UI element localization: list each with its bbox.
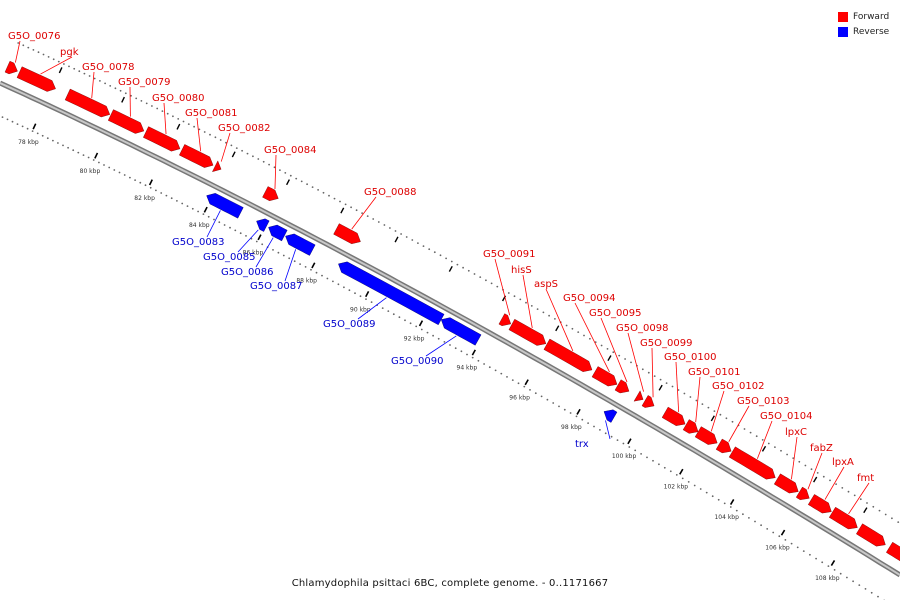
gene-arrow-hiss <box>508 318 547 346</box>
tick-label-84-kbp: 84 kbp <box>189 222 210 229</box>
gene-arrow-g5o-0081 <box>179 144 214 168</box>
gene-label-g5o-0104: G5O_0104 <box>760 411 812 422</box>
gene-label-g5o-0102: G5O_0102 <box>712 381 764 392</box>
gene-arrow-g5o-0078 <box>64 88 111 118</box>
gene-arrow-g5o-0087 <box>285 233 316 256</box>
gene-arrow-g5o-0082 <box>212 160 222 173</box>
gene-label-g5o-0103: G5O_0103 <box>737 396 789 407</box>
gene-label-g5o-0085: G5O_0085 <box>203 252 255 263</box>
gene-label-g5o-0091: G5O_0091 <box>483 249 535 260</box>
gene-arrow-trailing-1 <box>856 523 886 547</box>
tick-label-88-kbp: 88 kbp <box>296 278 317 285</box>
genome-backbone <box>0 80 900 578</box>
reverse-swatch <box>838 26 848 37</box>
gene-label-fmt: fmt <box>857 473 874 484</box>
gene-label-g5o-0076: G5O_0076 <box>8 31 60 42</box>
gene-arrow-g5o-0104 <box>728 446 776 480</box>
tick-label-100-kbp: 100 kbp <box>612 453 637 460</box>
tick-label-108-kbp: 108 kbp <box>815 575 840 582</box>
gene-label-g5o-0084: G5O_0084 <box>264 145 316 156</box>
tick-label-102-kbp: 102 kbp <box>664 484 689 491</box>
gene-arrow-g5o-0094 <box>591 366 618 387</box>
tick-label-90-kbp: 90 kbp <box>350 306 371 313</box>
gene-label-lpxa: lpxA <box>832 457 854 468</box>
gene-label-pgk: pgk <box>60 47 79 58</box>
gene-arrow-lpxc <box>773 473 799 494</box>
gene-label-g5o-0089: G5O_0089 <box>323 319 375 330</box>
gene-arrow-g5o-0101 <box>682 419 699 434</box>
gene-arrow-g5o-0085 <box>256 218 270 232</box>
gene-arrow-g5o-0103 <box>715 438 732 454</box>
map-caption: Chlamydophila psittaci 6BC, complete gen… <box>291 578 609 589</box>
legend-forward: Forward <box>838 9 889 24</box>
gene-arrow-g5o-0080 <box>143 126 181 152</box>
gene-arrow-asps <box>543 338 593 372</box>
gene-label-g5o-0090: G5O_0090 <box>391 356 443 367</box>
gene-label-fabz: fabZ <box>810 443 833 454</box>
gene-arrow-g5o-0084 <box>262 186 279 202</box>
gene-label-g5o-0095: G5O_0095 <box>589 308 641 319</box>
gene-label-g5o-0099: G5O_0099 <box>640 338 692 349</box>
gene-label-g5o-0083: G5O_0083 <box>172 237 224 248</box>
legend: Forward Reverse <box>838 9 889 39</box>
gene-arrow-g5o-0086 <box>268 224 288 242</box>
gene-arrow-trx <box>603 409 618 423</box>
tick-label-82-kbp: 82 kbp <box>134 195 155 202</box>
gene-arrow-g5o-0099 <box>641 395 655 408</box>
gene-arrow-g5o-0079 <box>107 109 145 134</box>
tick-label-106-kbp: 106 kbp <box>765 544 790 551</box>
tick-label-92-kbp: 92 kbp <box>404 335 425 342</box>
gene-arrow-pgk <box>16 66 56 92</box>
gene-label-g5o-0100: G5O_0100 <box>664 352 716 363</box>
gene-arrow-g5o-0076 <box>4 60 18 75</box>
outer-dotted-guide <box>17 42 900 523</box>
gene-arrow-g5o-0083 <box>206 193 244 219</box>
tick-label-94-kbp: 94 kbp <box>457 365 478 372</box>
gene-arrow-g5o-0100 <box>661 406 686 426</box>
gene-arrow-g5o-0090 <box>440 317 482 346</box>
gene-label-g5o-0087: G5O_0087 <box>250 281 302 292</box>
gene-arrow-g5o-0098 <box>633 390 644 402</box>
legend-reverse: Reverse <box>838 24 889 39</box>
gene-label-asps: aspS <box>534 279 558 290</box>
gene-arrow-fmt <box>828 506 858 530</box>
gene-label-g5o-0080: G5O_0080 <box>152 93 204 104</box>
gene-arrow-g5o-0095 <box>614 379 630 394</box>
gene-arrow-g5o-0102 <box>694 426 718 445</box>
reverse-gene-track: G5O_0083 G5O_0085 G5O_0086 G5O_0087 G5O_0089… <box>172 193 618 450</box>
gene-label-g5o-0081: G5O_0081 <box>185 108 237 119</box>
tick-label-78-kbp: 78 kbp <box>18 139 39 146</box>
tick-label-80-kbp: 80 kbp <box>80 168 101 175</box>
gene-label-g5o-0078: G5O_0078 <box>82 62 134 73</box>
tick-label-104-kbp: 104 kbp <box>714 514 739 521</box>
gene-label-hiss: hisS <box>511 265 532 276</box>
gene-label-g5o-0101: G5O_0101 <box>688 367 740 378</box>
tick-label-96-kbp: 96 kbp <box>509 394 530 401</box>
gene-label-g5o-0098: G5O_0098 <box>616 323 668 334</box>
gene-label-lpxc: lpxC <box>785 427 807 438</box>
gene-arrow-g5o-0091 <box>498 313 512 327</box>
tick-label-86-kbp: 86 kbp <box>243 250 264 257</box>
legend-reverse-label: Reverse <box>853 26 890 37</box>
gene-label-g5o-0094: G5O_0094 <box>563 293 615 304</box>
gene-arrow-trailing-2 <box>886 541 900 562</box>
forward-swatch <box>838 11 848 22</box>
gene-label-g5o-0088: G5O_0088 <box>364 187 416 198</box>
gene-label-g5o-0082: G5O_0082 <box>218 123 270 134</box>
gene-arrow-fabz <box>795 486 810 501</box>
gene-label-trx: trx <box>575 439 589 450</box>
tick-label-98-kbp: 98 kbp <box>561 424 582 431</box>
gene-label-g5o-0079: G5O_0079 <box>118 77 170 88</box>
gene-label-g5o-0086: G5O_0086 <box>221 267 273 278</box>
gene-arrow-g5o-0088 <box>333 223 361 245</box>
gene-arrow-lpxa <box>807 494 832 514</box>
legend-forward-label: Forward <box>853 11 890 22</box>
kbp-ticks: 78 kbp 80 kbp 82 kbp 84 kbp 86 kbp 88 kbp 90 k… <box>18 67 868 582</box>
